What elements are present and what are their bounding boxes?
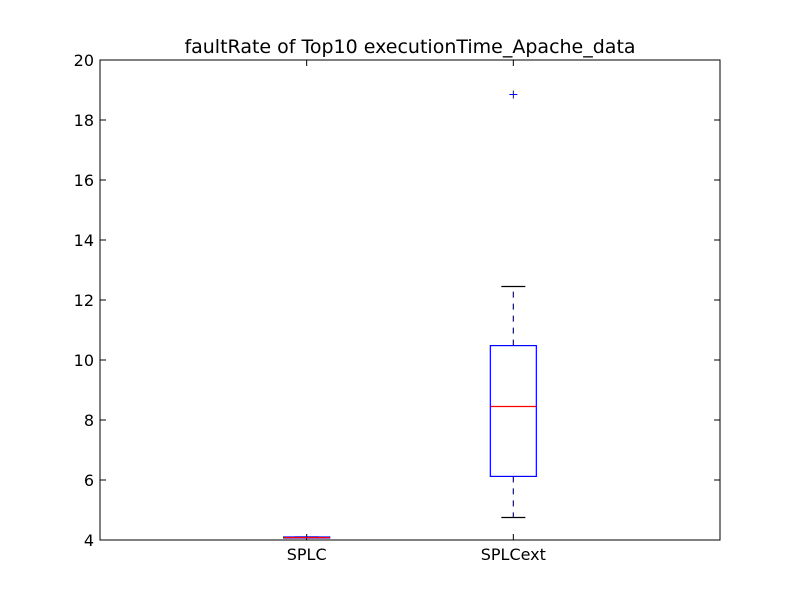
x-tick-label: SPLCext <box>481 545 546 564</box>
y-tick-label: 14 <box>74 231 94 250</box>
x-tick-label: SPLC <box>287 545 327 564</box>
y-tick-label: 16 <box>74 171 94 190</box>
y-tick-label: 6 <box>84 471 94 490</box>
y-tick-label: 18 <box>74 111 94 130</box>
plot-frame <box>99 59 721 541</box>
y-tick-label: 10 <box>74 351 94 370</box>
plot-area: 4 6 8 10 12 14 16 18 20 SPLC SPLCext <box>74 51 721 564</box>
box-SPLCext <box>489 345 537 478</box>
chart-title: faultRate of Top10 executionTime_Apache_… <box>184 36 635 58</box>
y-tick-label: 12 <box>74 291 94 310</box>
y-tick-label: 4 <box>84 531 94 550</box>
y-tick-label: 8 <box>84 411 94 430</box>
outlier-point-SPLCext-0 <box>509 90 518 99</box>
y-tick-label: 20 <box>74 51 94 70</box>
